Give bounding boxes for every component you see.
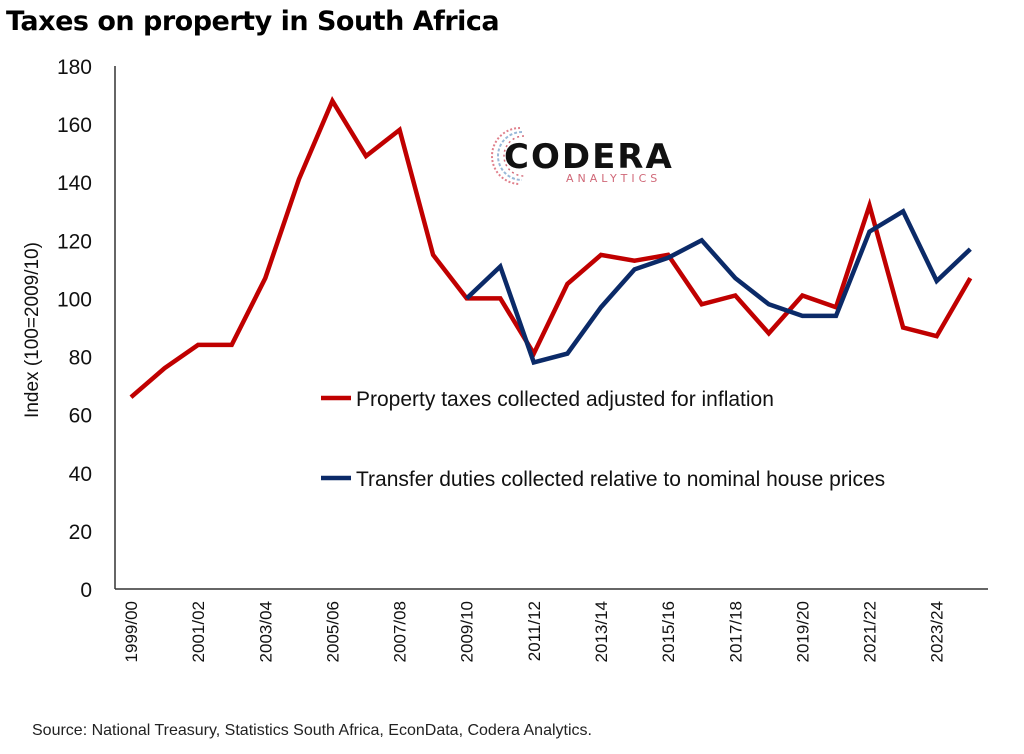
y-tick-label: 60 <box>69 405 92 428</box>
source-note: Source: National Treasury, Statistics So… <box>32 722 592 739</box>
codera-c-circuit-icon <box>491 127 525 185</box>
x-tick-label: 2003/04 <box>256 601 275 662</box>
logo-subtext: ANALYTICS <box>566 172 661 185</box>
y-ticks: 0 20 40 60 80 100 120 140 160 180 <box>57 56 92 602</box>
y-tick-label: 0 <box>80 579 92 602</box>
x-tick-label: 2015/16 <box>659 601 678 662</box>
x-ticks: 1999/00 2001/02 2003/04 2005/06 2007/08 2009/… <box>122 601 947 662</box>
y-tick-label: 80 <box>69 347 92 370</box>
series-line-2 <box>465 208 972 366</box>
y-tick-label: 140 <box>57 172 92 195</box>
y-tick-label: 160 <box>57 114 92 137</box>
legend-item: Transfer duties collected relative to no… <box>321 468 885 491</box>
y-tick-label: 100 <box>57 288 92 311</box>
codera-logo: CODERA ANALYTICS <box>491 127 674 185</box>
y-tick-label: 180 <box>57 56 92 79</box>
logo-text: CODERA <box>504 137 674 177</box>
legend: Property taxes collected adjusted for in… <box>321 388 885 491</box>
x-tick-label: 2009/10 <box>458 601 477 662</box>
x-tick-label: 2005/06 <box>323 601 342 662</box>
x-tick-label: 2019/20 <box>793 601 812 662</box>
y-axis-label: Index (100=2009/10) <box>22 242 43 418</box>
x-tick-label: 2007/08 <box>391 601 410 662</box>
x-tick-label: 2011/12 <box>525 601 544 661</box>
x-tick-label: 2023/24 <box>928 601 947 662</box>
y-tick-label: 120 <box>57 230 92 253</box>
legend-item: Property taxes collected adjusted for in… <box>321 388 774 411</box>
x-tick-label: 2021/22 <box>861 601 880 662</box>
x-tick-label: 2001/02 <box>189 601 208 662</box>
legend-label: Transfer duties collected relative to no… <box>356 468 885 491</box>
axes <box>114 66 988 590</box>
x-tick-label: 2013/14 <box>592 601 611 662</box>
x-tick-label: 1999/00 <box>122 601 141 662</box>
series-line-1 <box>129 95 973 399</box>
series-lines <box>129 95 973 399</box>
legend-label: Property taxes collected adjusted for in… <box>356 388 774 411</box>
y-tick-label: 20 <box>69 521 92 544</box>
y-tick-label: 40 <box>69 463 92 486</box>
chart-title: Taxes on property in South Africa <box>6 6 500 37</box>
x-tick-label: 2017/18 <box>726 601 745 662</box>
